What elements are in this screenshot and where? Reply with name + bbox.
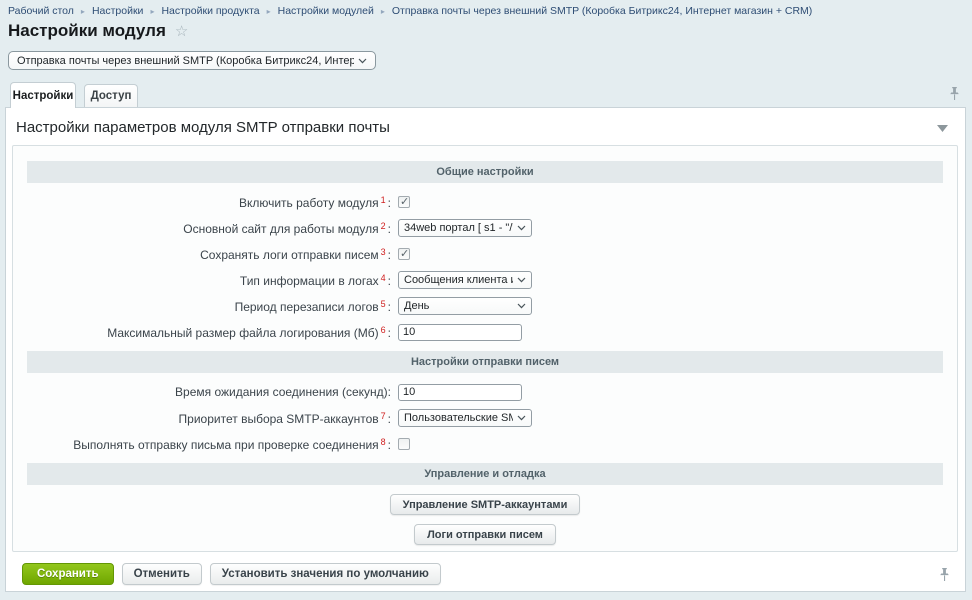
send-logs-button[interactable]: Логи отправки писем xyxy=(414,524,556,545)
field-label: Основной сайт для работы модуля xyxy=(183,221,379,236)
select-value: Пользовательские SMTP-ак xyxy=(404,412,513,424)
field-note-number: 7 xyxy=(380,410,386,421)
chevron-down-icon xyxy=(517,303,526,309)
module-select-value: Отправка почты через внешний SMTP (Короб… xyxy=(17,54,354,67)
label-colon: : xyxy=(387,325,391,340)
field-note-number: 4 xyxy=(380,272,386,283)
field-note-number: 3 xyxy=(380,246,386,257)
smtp-account-priority-select[interactable]: Пользовательские SMTP-ак xyxy=(398,409,532,427)
pin-icon[interactable] xyxy=(939,567,950,582)
field-note-number: 6 xyxy=(380,324,386,335)
form-row: Основной сайт для работы модуля 2: 34web … xyxy=(13,215,957,241)
select-value: 34web портал [ s1 - "/" ] xyxy=(404,222,513,234)
field-note-number: 1 xyxy=(380,194,386,205)
breadcrumb-item-product-settings[interactable]: Настройки продукта xyxy=(161,5,260,17)
section-header-sending: Настройки отправки писем xyxy=(27,351,943,373)
field-note-number: 8 xyxy=(380,436,386,447)
select-value: Сообщения клиента и серве xyxy=(404,274,513,286)
chevron-down-icon xyxy=(358,58,367,64)
field-label: Выполнять отправку письма при проверке с… xyxy=(73,437,379,452)
section-header-management: Управление и отладка xyxy=(27,463,943,485)
max-log-size-input[interactable] xyxy=(398,323,522,341)
connection-timeout-input[interactable] xyxy=(398,383,522,401)
field-note-number: 5 xyxy=(380,298,386,309)
manage-smtp-accounts-button[interactable]: Управление SMTP-аккаунтами xyxy=(389,494,581,515)
send-test-mail-checkbox[interactable] xyxy=(398,438,410,450)
form-row: Выполнять отправку письма при проверке с… xyxy=(13,431,957,457)
main-site-select[interactable]: 34web портал [ s1 - "/" ] xyxy=(398,219,532,237)
save-button[interactable]: Сохранить xyxy=(22,563,114,585)
label-colon: : xyxy=(387,195,391,210)
collapse-form-icon[interactable] xyxy=(937,125,948,132)
label-colon: : xyxy=(387,247,391,262)
label-colon: : xyxy=(387,221,391,236)
form-row: Сохранять логи отправки писем 3: xyxy=(13,241,957,267)
breadcrumb-separator-icon: ▸ xyxy=(380,6,385,16)
select-value: День xyxy=(404,300,430,312)
breadcrumb-item-current-module[interactable]: Отправка почты через внешний SMTP (Короб… xyxy=(391,5,813,17)
breadcrumb-separator-icon: ▸ xyxy=(150,6,155,16)
field-note-number: 2 xyxy=(380,220,386,231)
favorite-star-icon[interactable]: ☆ xyxy=(174,22,189,40)
form-title: Настройки параметров модуля SMTP отправк… xyxy=(16,119,390,136)
form-row: Приоритет выбора SMTP-аккаунтов 7: Пользо… xyxy=(13,405,957,431)
label-colon: : xyxy=(387,299,391,314)
field-label: Сохранять логи отправки писем xyxy=(200,247,379,262)
settings-panel: Настройки параметров модуля SMTP отправк… xyxy=(5,107,966,592)
enable-module-checkbox[interactable] xyxy=(398,195,410,208)
breadcrumb-item-desktop[interactable]: Рабочий стол xyxy=(8,5,74,17)
form-row: Период перезаписи логов 5: День xyxy=(13,293,957,319)
field-label: Включить работу модуля xyxy=(238,195,379,210)
cancel-button[interactable]: Отменить xyxy=(121,563,202,585)
form-row: Максимальный размер файла логирования (М… xyxy=(13,319,957,345)
form-row: Включить работу модуля 1: xyxy=(13,189,957,215)
tab-access[interactable]: Доступ xyxy=(84,84,138,107)
label-colon: : xyxy=(387,411,391,426)
form-row: Тип информации в логах 4: Сообщения клиен… xyxy=(13,267,957,293)
field-label: Период перезаписи логов xyxy=(234,299,379,314)
label-colon: : xyxy=(387,385,391,399)
breadcrumb: Рабочий стол ▸ Настройки ▸ Настройки про… xyxy=(8,5,812,17)
breadcrumb-item-module-settings[interactable]: Настройки модулей xyxy=(277,5,374,17)
tab-settings[interactable]: Настройки xyxy=(10,82,76,108)
chevron-down-icon xyxy=(517,277,526,283)
field-label: Время ожидания соединения (секунд) xyxy=(175,385,388,399)
page-title: Настройки модуля xyxy=(8,21,166,40)
breadcrumb-separator-icon: ▸ xyxy=(80,6,85,16)
log-info-type-select[interactable]: Сообщения клиента и серве xyxy=(398,271,532,289)
field-label: Приоритет выбора SMTP-аккаунтов xyxy=(178,411,379,426)
label-colon: : xyxy=(387,437,391,452)
field-label: Тип информации в логах xyxy=(239,273,379,288)
footer-buttons: Сохранить Отменить Установить значения п… xyxy=(22,563,441,585)
label-colon: : xyxy=(387,273,391,288)
breadcrumb-separator-icon: ▸ xyxy=(266,6,271,16)
section-header-general: Общие настройки xyxy=(27,161,943,183)
chevron-down-icon xyxy=(517,415,526,421)
form-row: Время ожидания соединения (секунд): xyxy=(13,379,957,405)
set-defaults-button[interactable]: Установить значения по умолчанию xyxy=(209,563,441,585)
log-rewrite-period-select[interactable]: День xyxy=(398,297,532,315)
field-label: Максимальный размер файла логирования (М… xyxy=(107,325,379,340)
breadcrumb-item-settings[interactable]: Настройки xyxy=(91,5,144,17)
chevron-down-icon xyxy=(517,225,526,231)
pin-icon[interactable] xyxy=(949,86,960,101)
module-select[interactable]: Отправка почты через внешний SMTP (Короб… xyxy=(8,51,376,70)
form-box: Общие настройки Включить работу модуля 1:… xyxy=(12,145,958,552)
save-logs-checkbox[interactable] xyxy=(398,247,410,260)
